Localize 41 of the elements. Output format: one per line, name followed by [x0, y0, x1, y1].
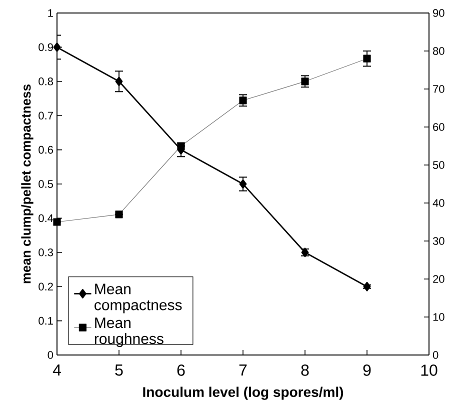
- y-tick-label: 0.1: [38, 316, 53, 325]
- x-tick-label: 8: [301, 364, 309, 376]
- point: [115, 210, 123, 218]
- point: [53, 218, 61, 226]
- legend-label: Mean compactness: [94, 284, 182, 314]
- y2-tick-label: 30: [432, 237, 444, 245]
- y-tick-label: 0.7: [38, 112, 53, 120]
- point: [239, 96, 247, 104]
- point: [301, 78, 309, 86]
- y2-tick-label: 70: [433, 85, 444, 93]
- y-tick-label: 0.3: [38, 248, 53, 256]
- y2-tick-label: 60: [433, 123, 444, 131]
- y2-tick-label: 90: [433, 9, 444, 17]
- x-tick-label: 4: [52, 364, 61, 376]
- x-tick-label: 7: [239, 364, 247, 376]
- y-tick-label: 0.2: [38, 282, 53, 290]
- point: [115, 76, 123, 86]
- legend-label: Mean roughness: [94, 318, 164, 348]
- point: [363, 282, 371, 292]
- x-tick-label: 10: [421, 364, 438, 376]
- y2-tick-label: 40: [432, 199, 444, 207]
- y2-tick-label: 80: [433, 47, 444, 55]
- y2-tick-label: 10: [433, 313, 444, 321]
- y-tick-label: 1: [48, 9, 53, 17]
- y-tick-label: 0.5: [38, 180, 53, 188]
- y-tick-label: 0.9: [38, 43, 53, 52]
- y-axis-title: mean clump/pellet compactness: [21, 84, 34, 284]
- y-tick-label: 0: [48, 351, 54, 359]
- point: [363, 54, 371, 62]
- x-tick-label: 9: [363, 364, 371, 376]
- x-tick-label: 5: [115, 364, 123, 376]
- y-tick-label: 0.8: [38, 78, 53, 86]
- x-axis-title: Inoculum level (log spores/ml): [143, 386, 344, 400]
- x-tick-label: 6: [177, 364, 185, 376]
- y-tick-label: 0.6: [38, 146, 53, 154]
- y-tick-label: 0.4: [38, 214, 54, 222]
- y2-tick-label: 0: [432, 351, 438, 359]
- point: [53, 42, 61, 52]
- y2-tick-label: 20: [433, 275, 444, 283]
- point: [239, 179, 247, 189]
- y2-tick-label: 50: [432, 161, 444, 169]
